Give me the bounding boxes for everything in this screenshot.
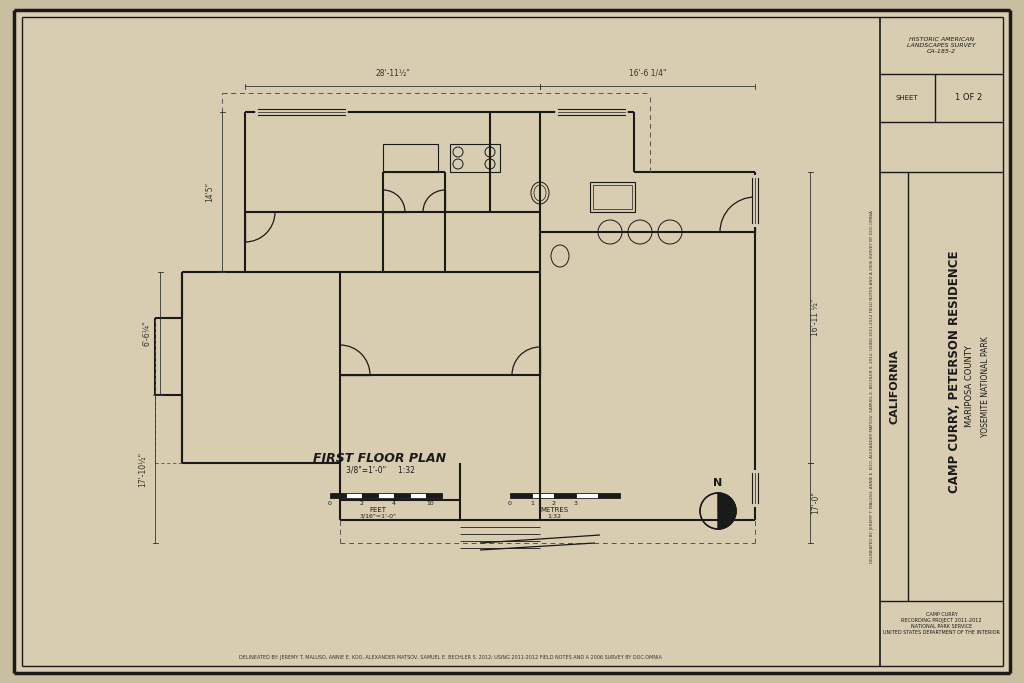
Bar — [410, 493, 426, 498]
Text: FEET: FEET — [370, 507, 386, 513]
Text: CALIFORNIA: CALIFORNIA — [889, 349, 899, 424]
Text: CAMP CURRY, PETERSON RESIDENCE: CAMP CURRY, PETERSON RESIDENCE — [948, 250, 962, 492]
Text: 17'-10½": 17'-10½" — [138, 451, 147, 486]
Bar — [330, 493, 346, 498]
Bar — [575, 493, 598, 498]
Text: DELINEATED BY: JEREMY T. MALUSO, ANNIE E. KOO, ALEXANDER MATSOV, SAMUEL E. BECHL: DELINEATED BY: JEREMY T. MALUSO, ANNIE E… — [870, 210, 874, 563]
Text: 0: 0 — [508, 501, 512, 506]
Bar — [598, 493, 620, 498]
Text: N: N — [714, 478, 723, 488]
Text: 1:32: 1:32 — [547, 514, 561, 519]
Bar — [346, 493, 362, 498]
Text: 14'5": 14'5" — [205, 182, 214, 202]
Text: 16'-6 1/4": 16'-6 1/4" — [629, 69, 667, 78]
Text: 28'-11½": 28'-11½" — [375, 69, 410, 78]
Text: 1: 1 — [530, 501, 534, 506]
Text: METRES: METRES — [540, 507, 568, 513]
Text: DELINEATED BY: JEREMY T. MALUSO, ANNIE E. KOO, ALEXANDER MATSOV, SAMUEL E. BECHL: DELINEATED BY: JEREMY T. MALUSO, ANNIE E… — [239, 656, 662, 660]
Text: 3/16"=1'-0": 3/16"=1'-0" — [359, 514, 396, 519]
Text: 17'-0": 17'-0" — [811, 492, 820, 514]
Bar — [383, 144, 438, 172]
Text: 2: 2 — [552, 501, 556, 506]
Bar — [378, 493, 394, 498]
Bar — [394, 493, 410, 498]
Bar — [450, 144, 500, 172]
Text: 1 OF 2: 1 OF 2 — [955, 94, 983, 102]
Text: 3/8"=1'-0"     1:32: 3/8"=1'-0" 1:32 — [345, 466, 415, 475]
Bar — [593, 185, 632, 209]
Text: 6'-6¼": 6'-6¼" — [143, 321, 152, 346]
Bar — [590, 182, 635, 212]
Bar — [532, 493, 554, 498]
Bar — [554, 493, 575, 498]
Text: 2: 2 — [360, 501, 364, 506]
Text: FIRST FLOOR PLAN: FIRST FLOOR PLAN — [313, 451, 446, 464]
Text: 10: 10 — [426, 501, 434, 506]
Bar — [510, 493, 532, 498]
Text: CAMP CURRY
RECORDING PROJECT 2011-2012
NATIONAL PARK SERVICE
UNITED STATES DEPAR: CAMP CURRY RECORDING PROJECT 2011-2012 N… — [883, 612, 1000, 635]
Wedge shape — [718, 493, 736, 529]
Text: 3: 3 — [574, 501, 578, 506]
Text: SHEET: SHEET — [896, 95, 919, 101]
Text: MARIPOSA COUNTY: MARIPOSA COUNTY — [966, 346, 975, 428]
Text: HISTORIC AMERICAN
LANDSCAPES SURVEY
CA-185-2: HISTORIC AMERICAN LANDSCAPES SURVEY CA-1… — [907, 37, 976, 54]
Text: 4: 4 — [392, 501, 396, 506]
Text: 16'-11 ½": 16'-11 ½" — [811, 299, 820, 336]
Bar — [362, 493, 378, 498]
Text: 0: 0 — [328, 501, 332, 506]
Bar — [426, 493, 442, 498]
Text: YOSEMITE NATIONAL PARK: YOSEMITE NATIONAL PARK — [981, 336, 989, 437]
